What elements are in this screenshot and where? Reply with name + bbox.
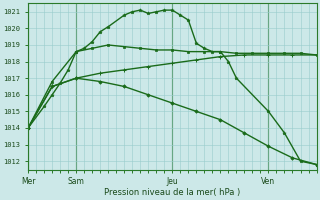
X-axis label: Pression niveau de la mer( hPa ): Pression niveau de la mer( hPa ) [104, 188, 240, 197]
